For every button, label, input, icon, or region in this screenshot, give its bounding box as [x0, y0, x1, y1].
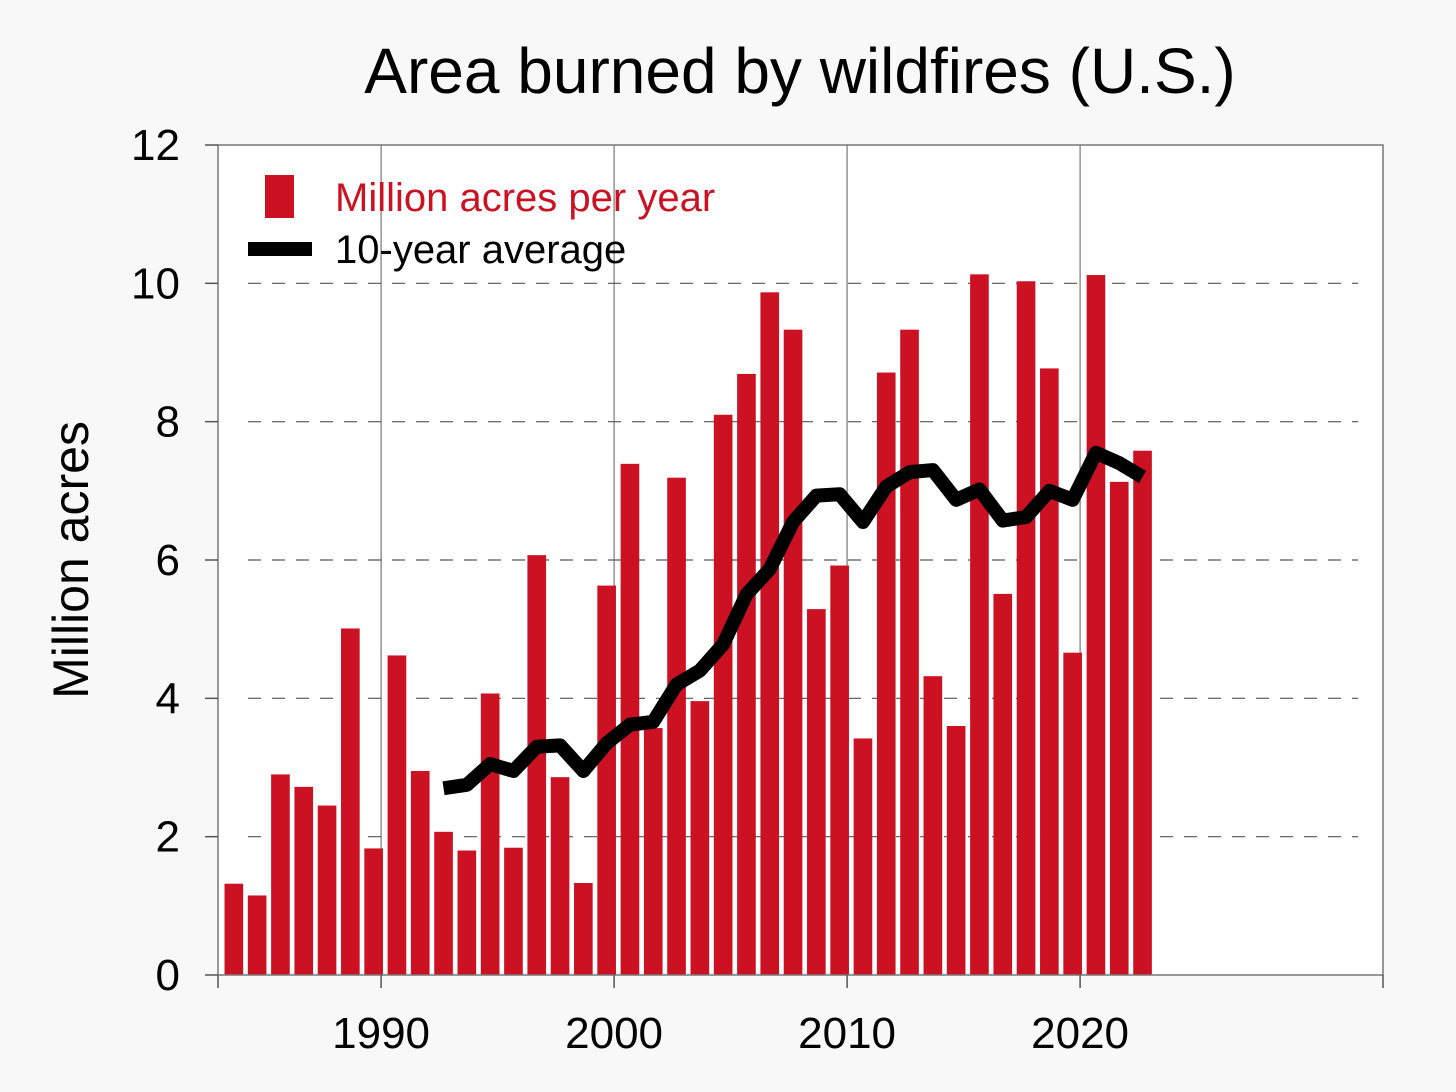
bar [410, 770, 430, 975]
bar [1016, 281, 1036, 976]
bar [271, 774, 290, 975]
x-tick-label: 2010 [798, 1009, 896, 1058]
bar [387, 655, 407, 975]
y-tick-label: 10 [131, 259, 180, 308]
x-tick-label: 2000 [565, 1009, 663, 1058]
bar [1086, 275, 1106, 975]
bar [830, 565, 849, 975]
bar [946, 726, 966, 975]
bar [760, 292, 780, 975]
bar [527, 555, 547, 975]
y-tick-label: 0 [156, 951, 180, 1000]
bar [853, 738, 873, 975]
legend-bar-label: Million acres per year [335, 176, 715, 220]
y-axis-label: Million acres [43, 421, 99, 699]
bar [457, 850, 477, 975]
bar [1063, 652, 1082, 975]
y-tick-label: 8 [156, 398, 180, 447]
average-line [442, 445, 1147, 796]
bar [713, 414, 733, 975]
x-tick-label: 2020 [1031, 1009, 1129, 1058]
y-axis-ticks: 0 2 4 6 8 10 12 [131, 121, 218, 1000]
y-tick-label: 4 [156, 674, 180, 723]
bar [364, 848, 383, 975]
bar [993, 593, 1013, 975]
bar [341, 628, 360, 975]
bar [900, 329, 919, 975]
y-tick-label: 12 [131, 121, 180, 170]
bar [247, 895, 267, 975]
y-tick-label: 6 [156, 536, 180, 585]
bar [923, 676, 943, 975]
legend: Million acres per year 10-year average [248, 175, 715, 272]
bar [224, 883, 244, 975]
bar [1040, 368, 1059, 975]
bar [550, 777, 570, 975]
bar [317, 805, 337, 975]
bar [876, 372, 896, 975]
bar [504, 847, 523, 975]
bar [643, 728, 663, 975]
x-axis-ticks: 1990 2000 2010 2020 [217, 975, 1384, 1058]
bar [480, 693, 500, 975]
bar [690, 701, 710, 975]
bar [807, 609, 826, 975]
average-line-series [442, 445, 1147, 796]
bar [783, 329, 803, 975]
horizontal-gridlines [248, 282, 1358, 838]
chart-title: Area burned by wildfires (U.S.) [364, 35, 1235, 107]
bar [1133, 450, 1152, 975]
y-tick-label: 2 [156, 813, 180, 862]
bar [737, 373, 756, 976]
bar [1109, 481, 1129, 975]
x-tick-label: 1990 [332, 1009, 430, 1058]
bar [574, 883, 593, 975]
bar [294, 786, 314, 975]
bar [970, 274, 989, 975]
bar [597, 585, 616, 975]
bar [667, 477, 686, 975]
bar [434, 831, 453, 975]
legend-bar-swatch [265, 175, 294, 218]
legend-line-label: 10-year average [335, 228, 626, 272]
